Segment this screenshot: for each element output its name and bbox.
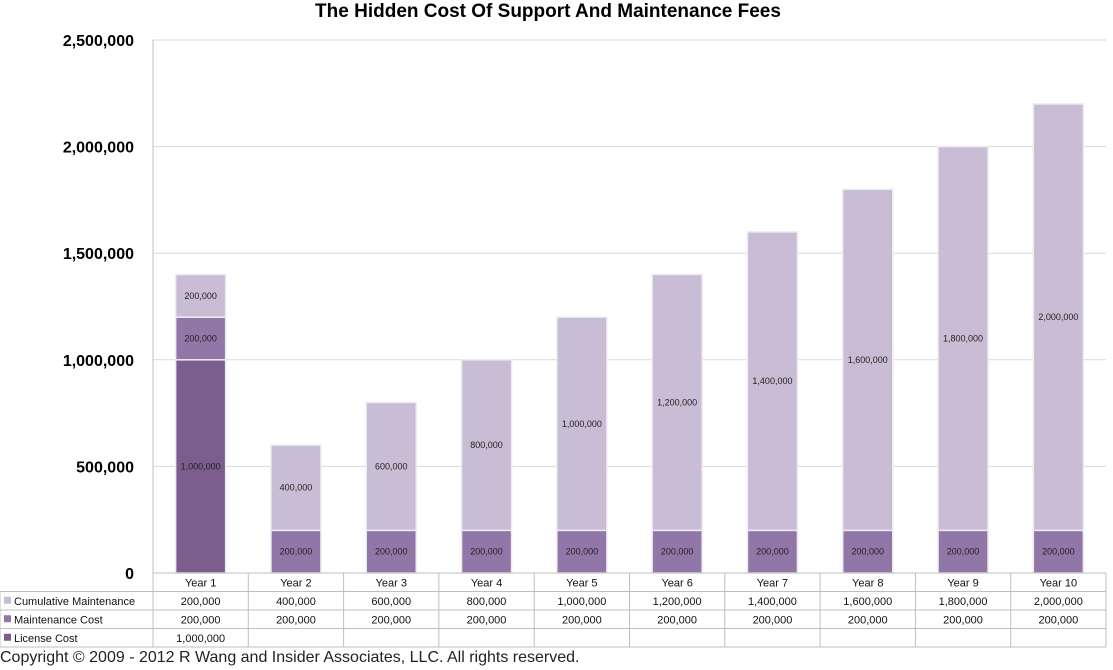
table-cell: 400,000 [276,596,316,608]
table-cell: 200,000 [657,614,697,626]
table-cell: 200,000 [753,614,793,626]
x-tick-label: Year 8 [852,578,883,590]
data-label: 200,000 [851,547,884,557]
data-label: 1,000,000 [181,461,221,471]
table-cell: 200,000 [371,614,411,626]
y-tick-label: 0 [125,566,134,583]
x-tick-label: Year 2 [280,578,311,590]
data-table: Year 1 Year 2 Year 3 Year 4 Year 5 Year 6 Year… [0,572,1107,648]
x-tick-label: Year 1 [185,578,216,590]
bar-segment [174,273,227,318]
bar-segment [842,188,894,532]
table-cell: 600,000 [371,596,411,608]
table-cell: 200,000 [181,614,221,626]
data-label: 200,000 [947,547,980,557]
data-label: 2,000,000 [1038,312,1078,322]
table-cell: 800,000 [467,596,507,608]
legend-swatch [4,633,11,641]
x-tick-label: Year 6 [661,578,692,590]
x-tick-label: Year 9 [947,578,978,590]
bar-segment [270,444,322,532]
x-tick-label: Year 3 [376,578,407,590]
bars: 1,000,000 200,000 200,000 200,000 400,000 200… [174,103,1085,574]
data-label: 1,400,000 [752,376,792,386]
copyright-text: Copyright © 2009 - 2012 R Wang and Insid… [0,649,580,666]
table-cell: 1,800,000 [939,596,988,608]
chart-title: The Hidden Cost Of Support And Maintenan… [315,1,781,22]
data-label: 200,000 [1042,547,1075,557]
table-cell: 200,000 [943,614,983,626]
data-label: 200,000 [375,547,408,557]
table-cell: 1,200,000 [653,596,702,608]
table-cell: 1,000,000 [557,596,606,608]
table-cell: 200,000 [562,614,602,626]
bar-segment [842,529,894,574]
table-cell: 1,600,000 [843,596,892,608]
data-label: 1,000,000 [562,419,602,429]
bar-segment [365,401,417,532]
bar-segment [460,359,513,532]
table-cell: 200,000 [1038,614,1078,626]
x-tick-label: Year 10 [1040,578,1078,590]
bar-segment [174,316,227,361]
data-label: 200,000 [184,291,217,301]
data-label: 200,000 [756,547,789,557]
bar-segment [651,529,703,574]
y-tick-label: 500,000 [76,459,134,476]
table-cell: 200,000 [848,614,888,626]
bar-segment [460,529,513,574]
y-tick-label: 1,500,000 [63,246,134,263]
table-cell: 1,000,000 [176,633,225,645]
bar-segment [1032,103,1085,532]
data-label: 1,800,000 [943,333,983,343]
legend-label: Maintenance Cost [14,614,103,626]
table-cell: 200,000 [276,614,316,626]
y-tick-label: 2,500,000 [63,33,134,50]
bar-segment [556,316,608,532]
y-tick-label: 1,000,000 [63,353,134,370]
legend-label: Cumulative Maintenance [14,596,135,608]
table-cell: 200,000 [181,596,221,608]
bar-segment [937,529,989,574]
x-tick-label: Year 5 [566,578,597,590]
x-tick-label: Year 7 [757,578,788,590]
data-label: 1,600,000 [848,355,888,365]
data-label: 600,000 [375,461,408,471]
table-cell: 1,400,000 [748,596,797,608]
legend-swatch [4,596,11,604]
bar-segment [556,529,608,574]
bar-segment [937,145,989,532]
data-label: 200,000 [184,333,217,343]
y-tick-label: 2,000,000 [63,140,134,157]
legend-label: License Cost [14,633,78,645]
data-label: 200,000 [566,547,599,557]
data-label: 800,000 [470,440,503,450]
data-label: 200,000 [470,547,503,557]
bar-segment [746,231,799,532]
y-axis: 0 500,000 1,000,000 1,500,000 2,000,000 2,500… [63,33,154,583]
bar-segment [651,273,703,532]
bar-segment [365,529,417,574]
data-label: 200,000 [661,547,694,557]
data-label: 400,000 [280,483,313,493]
table-cell: 2,000,000 [1034,596,1083,608]
x-tick-label: Year 4 [471,578,502,590]
data-label: 1,200,000 [657,397,697,407]
bar-segment [746,529,799,574]
data-label: 200,000 [280,547,313,557]
table-cell: 200,000 [467,614,507,626]
legend-swatch [4,615,11,623]
